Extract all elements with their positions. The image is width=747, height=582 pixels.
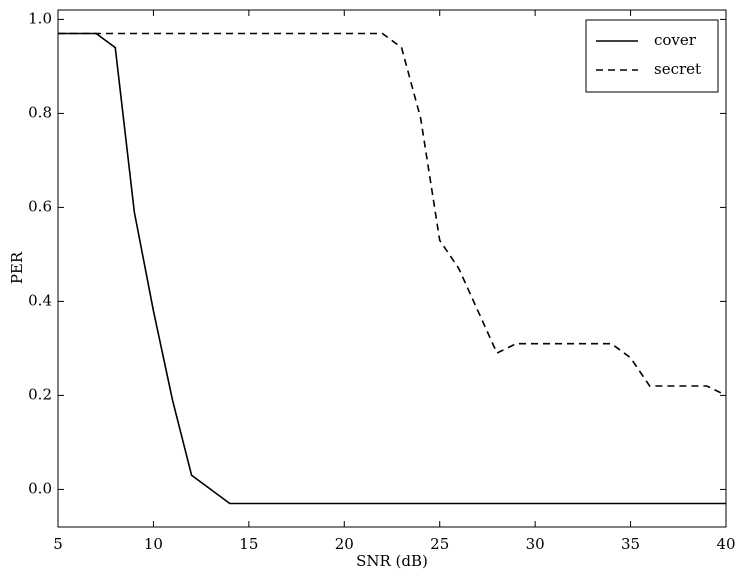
x-tick-label: 10: [144, 535, 163, 553]
x-axis-label: SNR (dB): [356, 552, 428, 570]
x-tick-label: 25: [430, 535, 449, 553]
y-tick-label: 0.4: [28, 291, 52, 309]
x-tick-label: 5: [53, 535, 63, 553]
y-tick-label: 0.8: [28, 103, 52, 121]
series-line: [58, 32, 727, 397]
y-tick-label: 0.6: [28, 197, 52, 215]
y-tick-label: 0.2: [28, 385, 52, 403]
legend-box: [585, 19, 719, 93]
series-line: [58, 32, 726, 505]
legend-label: secret: [654, 60, 701, 78]
x-tick-label: 35: [621, 535, 640, 553]
y-tick-label: 0.0: [28, 479, 52, 497]
y-tick-label: 1.0: [28, 9, 52, 27]
x-tick-label: 30: [526, 535, 545, 553]
plot-frame: [57, 9, 727, 528]
legend-label: cover: [654, 31, 697, 49]
x-tick-label: 15: [239, 535, 258, 553]
x-tick-label: 40: [716, 535, 735, 553]
y-axis-label: PER: [8, 251, 26, 284]
x-tick-label: 20: [335, 535, 354, 553]
